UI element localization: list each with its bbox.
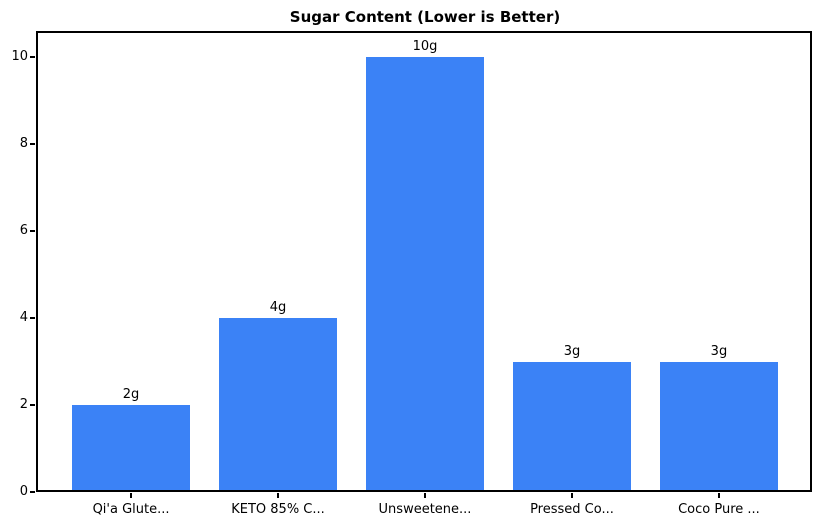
x-tick-label: KETO 85% C... (231, 502, 325, 517)
y-tick-mark (30, 491, 35, 493)
x-tick-mark (570, 493, 573, 498)
bar-value-label: 3g (563, 343, 581, 359)
bar-value-label: 4g (269, 300, 287, 316)
bar-value-label: 3g (710, 343, 728, 359)
y-tick-mark (30, 143, 35, 146)
y-tick-mark (30, 317, 35, 320)
y-tick-mark (30, 56, 35, 59)
y-tick-mark (30, 230, 35, 233)
y-tick-label: 0 (19, 484, 28, 499)
bar (513, 361, 631, 492)
x-tick-label: Pressed Co... (530, 502, 614, 517)
bar-value-label: 2g (122, 387, 140, 403)
bar (660, 361, 778, 492)
y-tick-label: 8 (19, 136, 28, 152)
chart-title: Sugar Content (Lower is Better) (289, 8, 561, 26)
x-tick-mark (717, 493, 720, 498)
y-tick-label: 6 (19, 223, 28, 239)
y-tick-label: 10 (11, 49, 28, 65)
x-tick-label: Unsweetene... (378, 502, 472, 517)
x-tick-label: Qi'a Glute... (92, 502, 170, 517)
x-tick-mark (424, 493, 426, 498)
y-tick-label: 4 (19, 310, 28, 326)
y-tick-mark (30, 404, 35, 407)
x-tick-label: Coco Pure ... (678, 502, 760, 517)
y-tick-label: 2 (19, 397, 28, 413)
bar (219, 318, 337, 492)
x-tick-mark (277, 493, 280, 498)
bar (366, 57, 484, 492)
x-tick-mark (130, 493, 133, 498)
bar-value-label: 10g (412, 39, 438, 55)
bar (72, 405, 190, 492)
